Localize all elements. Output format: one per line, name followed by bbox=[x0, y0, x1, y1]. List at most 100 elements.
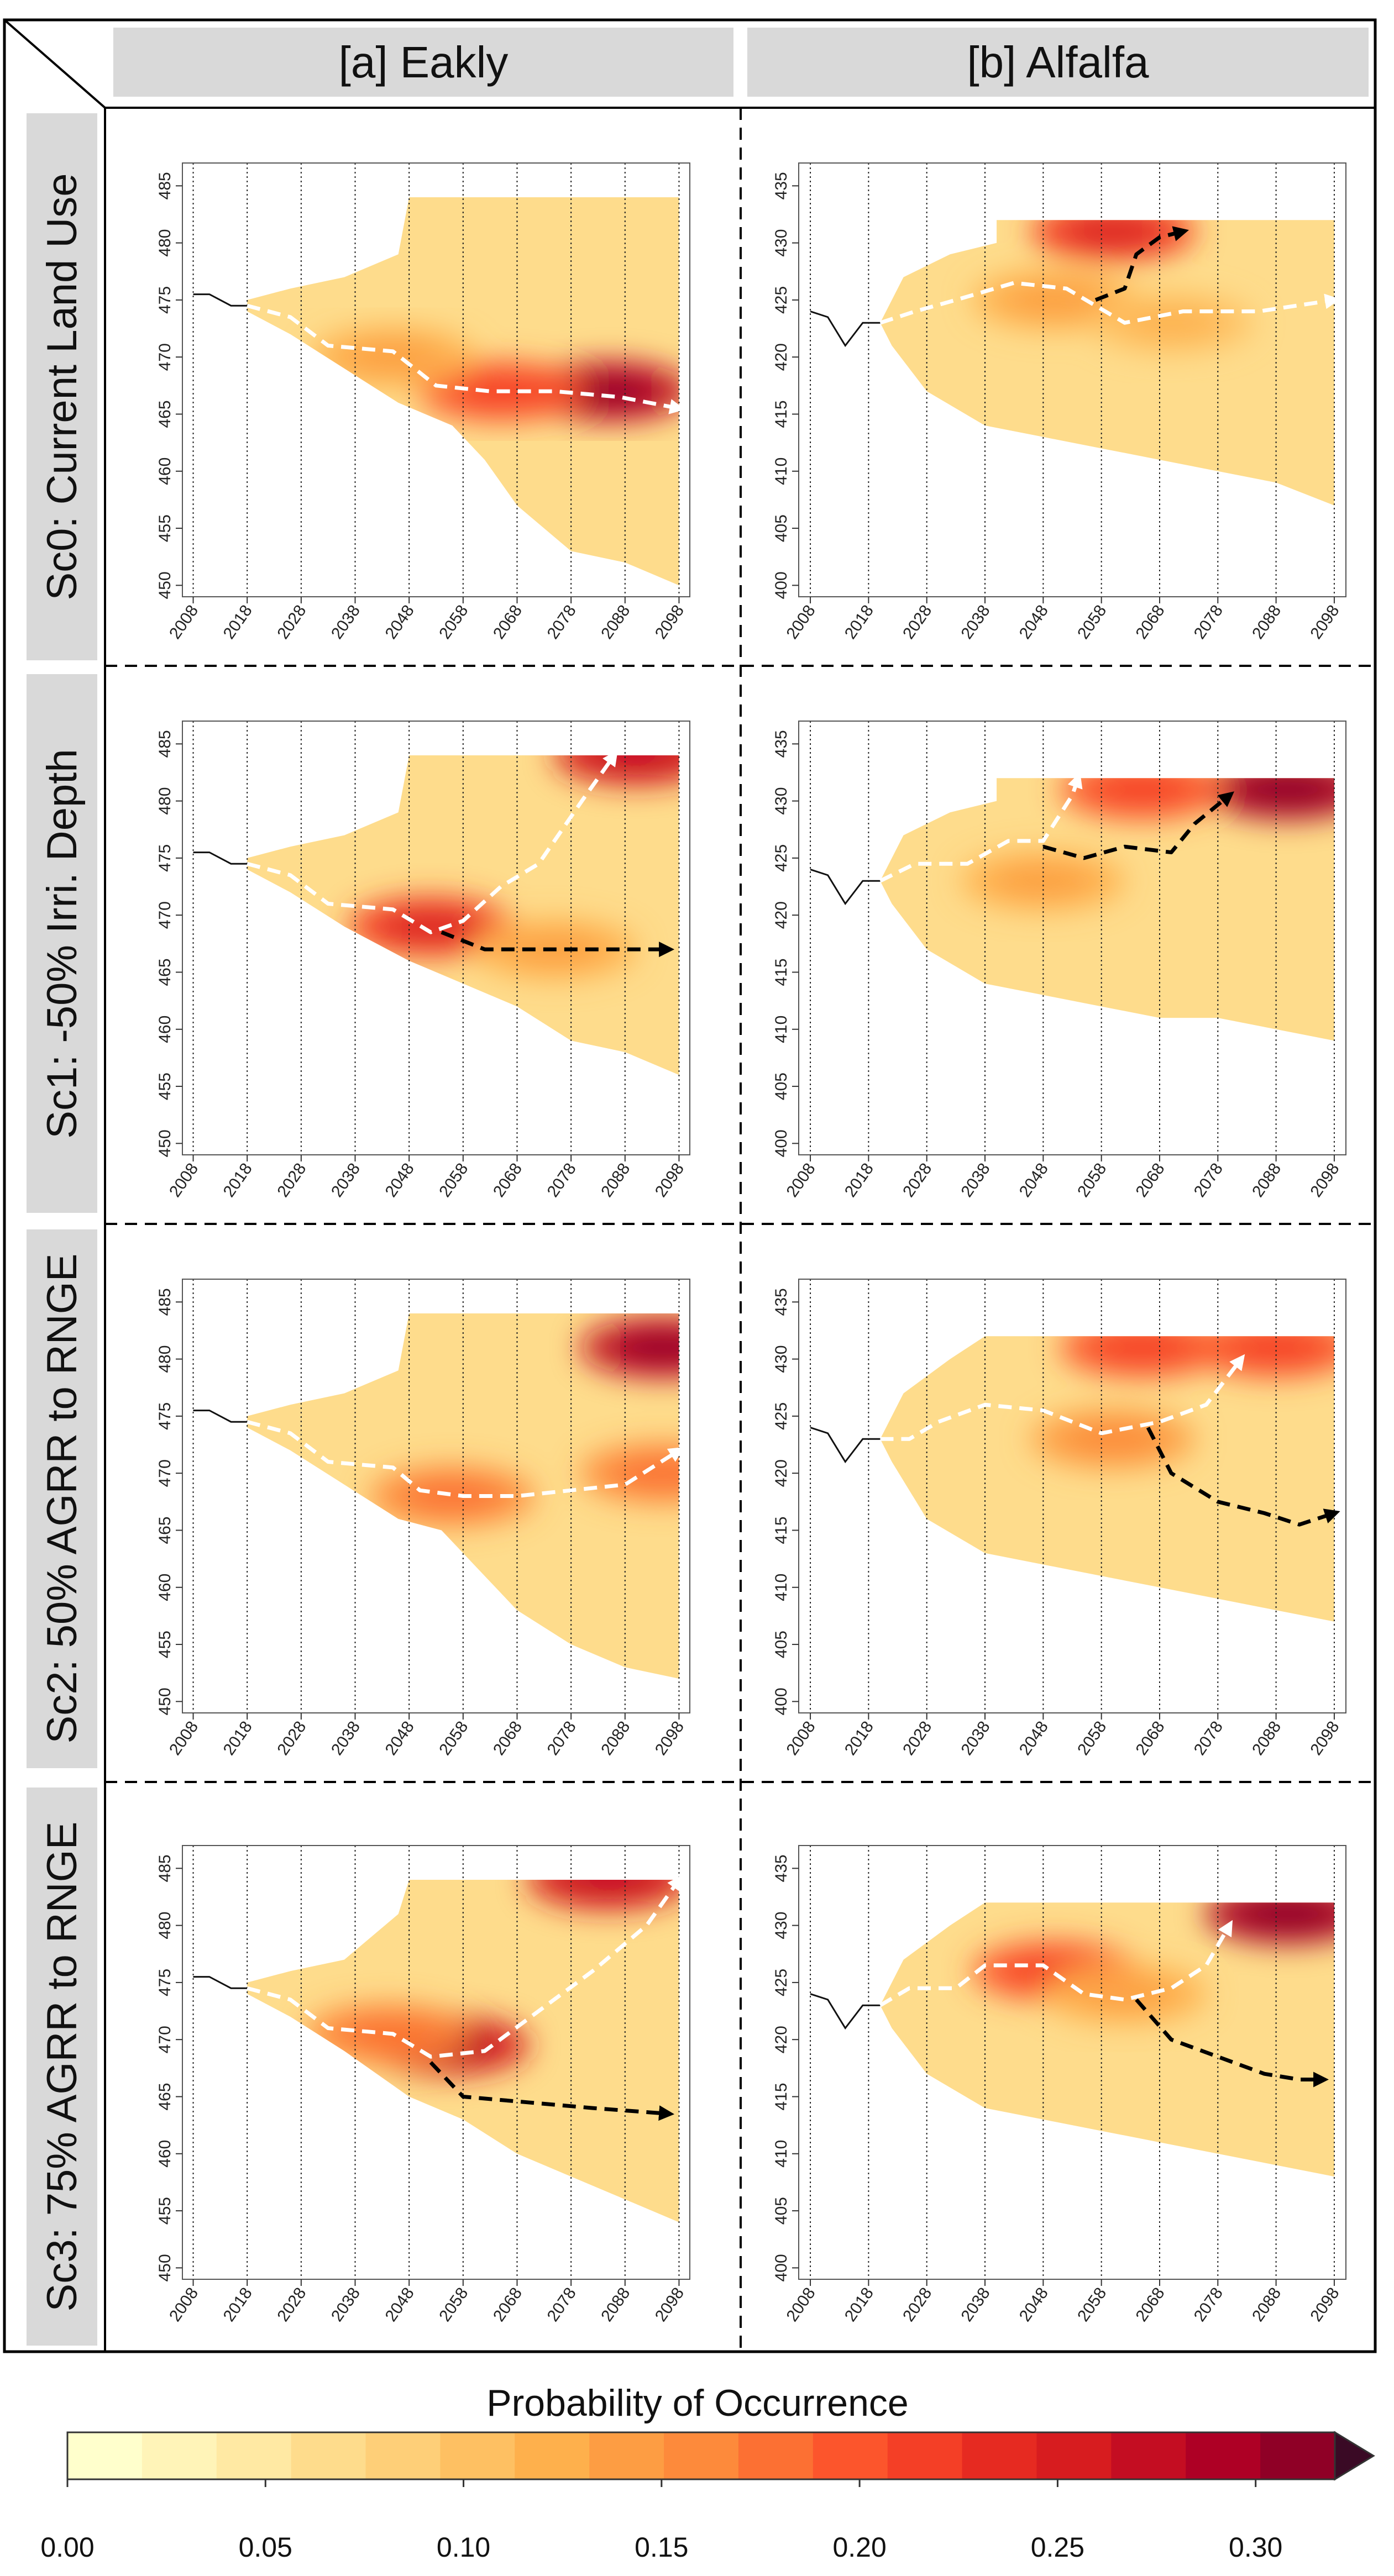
x-tick-label: 2018 bbox=[220, 602, 256, 643]
white-trend-path bbox=[879, 281, 1341, 325]
y-tick-label: 420 bbox=[772, 1459, 790, 1487]
hotspot-core bbox=[1075, 1977, 1175, 2011]
colorbar-swatch bbox=[67, 2432, 143, 2479]
x-tick-label: 2078 bbox=[544, 1160, 580, 1201]
y-tick-label: 400 bbox=[772, 1129, 790, 1157]
x-tick-label: 2008 bbox=[166, 1160, 202, 1201]
historical-line bbox=[810, 869, 881, 906]
colorbar-swatch bbox=[664, 2432, 739, 2479]
panel: 400 405 410 415 420 425 430 435 2008 2018 2028 2038… bbox=[772, 1279, 1346, 1759]
x-tick-label: 2028 bbox=[899, 602, 935, 643]
x-tick-label: 2058 bbox=[436, 1160, 471, 1201]
x-tick-label: 2078 bbox=[544, 602, 580, 643]
x-tick-label: 2088 bbox=[598, 1718, 633, 1759]
y-tick-label: 470 bbox=[156, 901, 174, 929]
x-tick-label: 2078 bbox=[1191, 602, 1227, 643]
colorbar-swatch bbox=[142, 2432, 217, 2479]
y-tick-label: 450 bbox=[156, 1687, 174, 1715]
historical-line bbox=[193, 1410, 248, 1423]
hotspot-core bbox=[613, 1457, 679, 1490]
x-tick-label: 2028 bbox=[899, 2284, 935, 2325]
x-tick-label: 2068 bbox=[490, 1718, 526, 1759]
panel: 400 405 410 415 420 425 430 435 2008 2018 2028 2038… bbox=[772, 162, 1346, 643]
white-trend-path bbox=[879, 1920, 1233, 2007]
x-tick-label: 2098 bbox=[652, 1718, 688, 1759]
x-tick-label: 2018 bbox=[841, 1718, 877, 1759]
axes-box bbox=[182, 1845, 690, 2280]
x-tick-label: 2068 bbox=[490, 2284, 526, 2325]
colorbar-swatch bbox=[813, 2432, 888, 2479]
colorbar-swatch bbox=[589, 2432, 664, 2479]
hotspot-core bbox=[1238, 778, 1334, 806]
x-tick-label: 2008 bbox=[783, 2284, 819, 2325]
colorbar-tick-label: 0.15 bbox=[635, 2532, 688, 2563]
row-header-bg-sc3 bbox=[27, 1788, 97, 2346]
y-tick-label: 455 bbox=[156, 1631, 174, 1658]
hotspot bbox=[526, 1879, 679, 1910]
colorbar-swatch bbox=[291, 2432, 366, 2479]
x-tick-label: 2058 bbox=[1074, 2284, 1110, 2325]
y-tick-label: 475 bbox=[156, 286, 174, 314]
y-tick-label: 470 bbox=[156, 343, 174, 371]
y-tick-label: 405 bbox=[772, 1631, 790, 1658]
probability-band bbox=[880, 1902, 1334, 2177]
x-tick-label: 2068 bbox=[1132, 602, 1168, 643]
x-tick-label: 2028 bbox=[274, 1718, 310, 1759]
y-tick-label: 425 bbox=[772, 844, 790, 872]
y-tick-label: 475 bbox=[156, 1402, 174, 1430]
x-tick-label: 2058 bbox=[1074, 1718, 1110, 1759]
hotspot-layer bbox=[972, 1902, 1334, 2025]
historical-line bbox=[193, 293, 248, 307]
row-header-bg-sc0 bbox=[27, 113, 97, 660]
historical-line bbox=[810, 311, 881, 348]
x-tick-label: 2018 bbox=[841, 1160, 877, 1201]
y-tick-label: 480 bbox=[156, 1345, 174, 1373]
y-tick-label: 485 bbox=[156, 172, 174, 199]
x-tick-label: 2058 bbox=[436, 2284, 471, 2325]
x-tick-label: 2048 bbox=[382, 2284, 418, 2325]
x-tick-label: 2028 bbox=[899, 1718, 935, 1759]
x-tick-label: 2048 bbox=[382, 602, 418, 643]
x-tick-label: 2008 bbox=[166, 2284, 202, 2325]
x-tick-label: 2098 bbox=[1307, 2284, 1343, 2325]
colorbar-swatch bbox=[515, 2432, 590, 2479]
row-header-sc2: Sc2: 50% AGRR to RNGE bbox=[39, 1254, 86, 1744]
x-tick-label: 2048 bbox=[1016, 1718, 1052, 1759]
black-trend-path bbox=[1135, 1998, 1329, 2088]
y-tick-label: 485 bbox=[156, 1854, 174, 1882]
x-tick-label: 2008 bbox=[783, 1718, 819, 1759]
x-tick-label: 2018 bbox=[220, 2284, 256, 2325]
y-tick-label: 430 bbox=[772, 1345, 790, 1373]
y-tick-label: 410 bbox=[772, 1016, 790, 1043]
colorbar: 0.00 0.05 0.10 0.15 0.20 0.25 0.30 bbox=[40, 2431, 1375, 2563]
y-tick-label: 400 bbox=[772, 571, 790, 599]
white-trend-path bbox=[247, 750, 618, 934]
row-header-sc0: Sc0: Current Land Use bbox=[39, 173, 86, 600]
y-tick-label: 450 bbox=[156, 571, 174, 599]
hotspot-core bbox=[1063, 1422, 1163, 1456]
y-tick-label: 405 bbox=[772, 1073, 790, 1100]
x-tick-label: 2018 bbox=[841, 602, 877, 643]
y-tick-label: 470 bbox=[156, 1459, 174, 1487]
x-tick-label: 2098 bbox=[652, 2284, 688, 2325]
black-trend-path bbox=[1146, 1426, 1340, 1527]
axes-box bbox=[798, 1845, 1346, 2280]
y-tick-label: 405 bbox=[772, 514, 790, 542]
x-tick-label: 2098 bbox=[1307, 1718, 1343, 1759]
y-tick-label: 420 bbox=[772, 2026, 790, 2053]
y-tick-label: 425 bbox=[772, 286, 790, 314]
y-tick-label: 435 bbox=[772, 1288, 790, 1316]
x-tick-label: 2058 bbox=[1074, 602, 1110, 643]
x-tick-label: 2098 bbox=[1307, 602, 1343, 643]
x-tick-label: 2048 bbox=[1016, 2284, 1052, 2325]
panel: 450 455 460 465 470 475 480 485 2008 2018 2028 2038… bbox=[156, 1845, 690, 2325]
colorbar-swatch bbox=[1186, 2432, 1261, 2479]
y-tick-label: 400 bbox=[772, 2254, 790, 2281]
y-tick-label: 410 bbox=[772, 1574, 790, 1601]
probability-band bbox=[880, 778, 1334, 1041]
white-trend-path bbox=[247, 1874, 683, 2059]
panel: 450 455 460 465 470 475 480 485 2008 2018 2028 2038… bbox=[156, 1279, 690, 1759]
y-tick-label: 455 bbox=[156, 2197, 174, 2225]
x-tick-label: 2088 bbox=[598, 2284, 633, 2325]
y-tick-label: 485 bbox=[156, 730, 174, 758]
